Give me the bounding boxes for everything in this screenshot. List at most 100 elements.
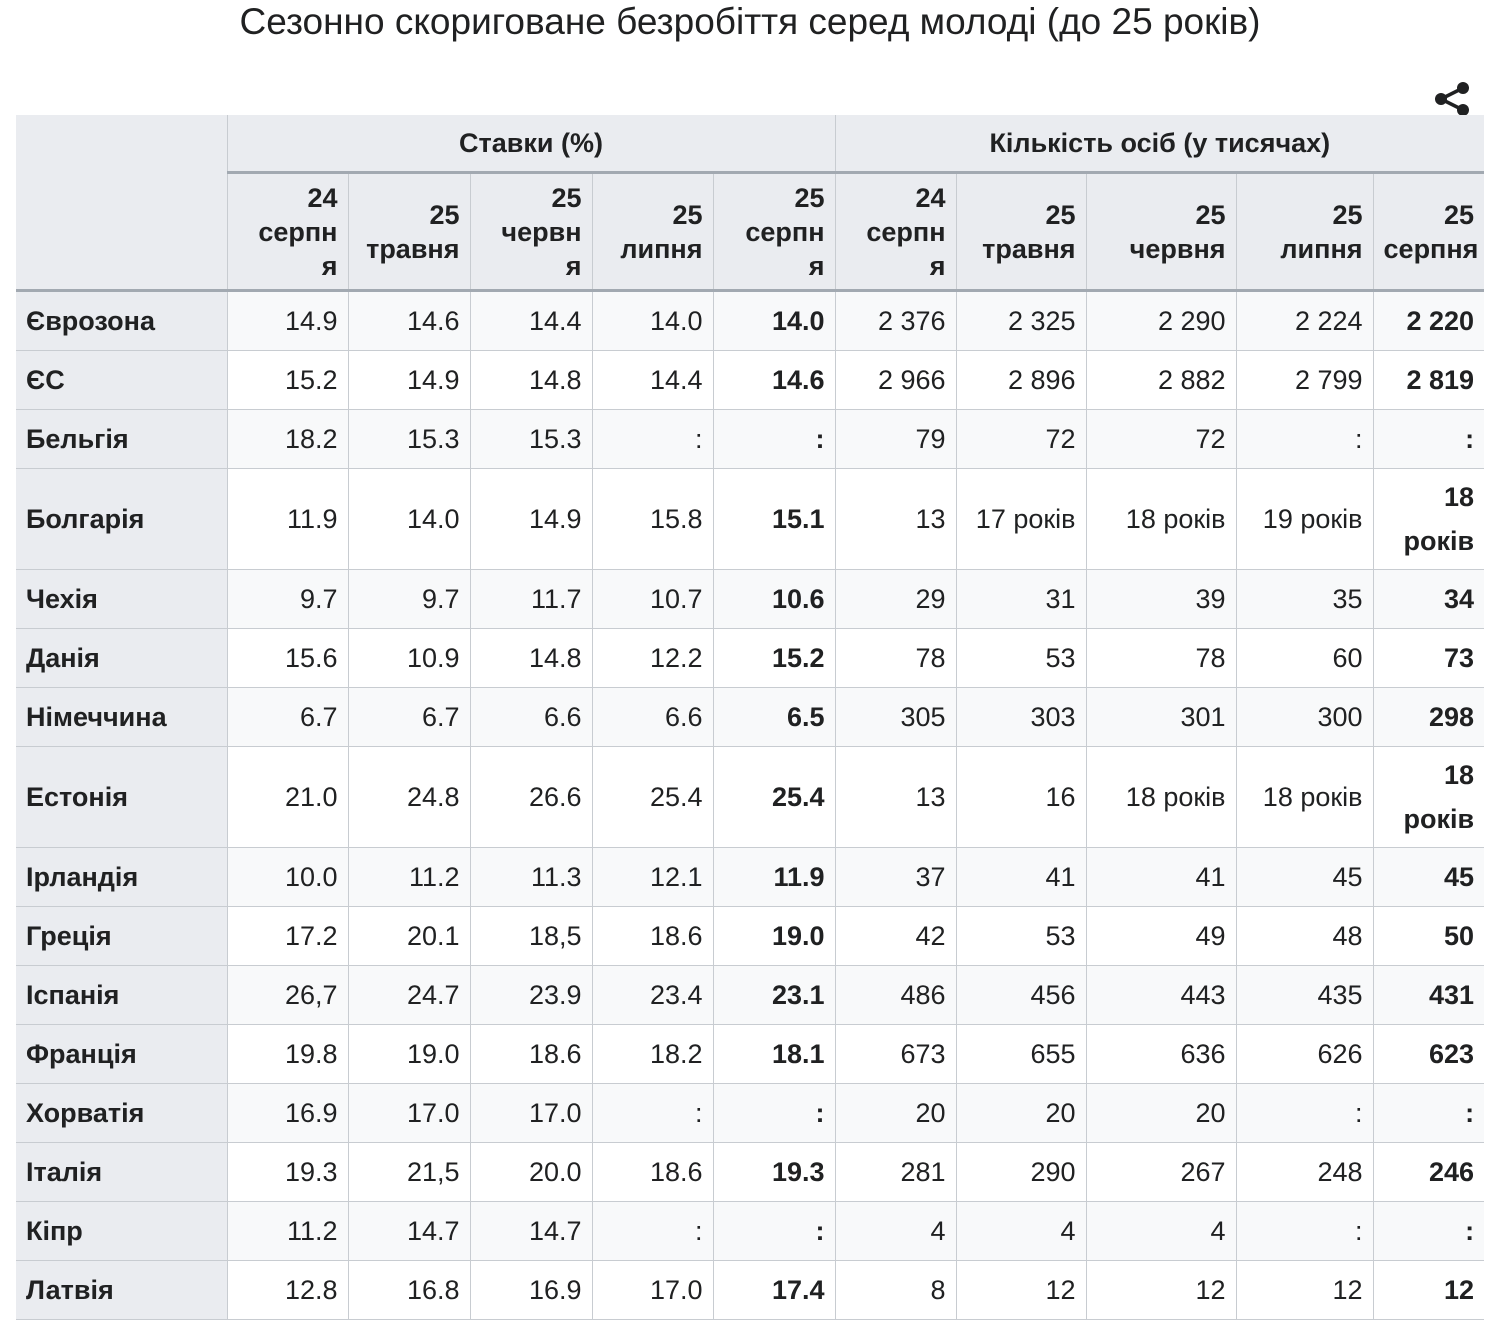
persons-cell: 673 [834,1024,957,1084]
persons-cell: 18 років [1235,746,1374,848]
rate-cell: 15.8 [591,468,713,570]
rate-cell: 18.6 [591,1142,713,1202]
rate-cell: 11.7 [469,569,592,629]
rate-cell: 20.0 [469,1142,592,1202]
rate-cell: 6.5 [712,687,836,747]
persons-cell: 34 [1372,569,1485,629]
rate-cell: 18.2 [226,409,348,469]
persons-cell: 486 [834,965,957,1025]
rate-cell: 14.7 [469,1201,592,1261]
rate-cell: : [591,409,713,469]
rate-cell: 19.0 [347,1024,470,1084]
page-title: Сезонно скориговане безробіття серед мол… [239,1,1261,42]
persons-cell: : [1235,1201,1374,1261]
persons-cell: 303 [955,687,1087,747]
persons-cell: 4 [1085,1201,1237,1261]
group-header-rates: Ставки (%) [226,115,836,174]
persons-cell: 20 [834,1083,957,1143]
persons-cell: 2 896 [955,350,1087,410]
persons-cell: 16 [955,746,1087,848]
persons-cell: 2 224 [1235,290,1374,351]
persons-cell: 48 [1235,906,1374,966]
table-row: Єврозона 14.9 14.6 14.4 14.0 14.0 2 376 2 325 2 … [16,290,1485,351]
rate-cell: 19.3 [226,1142,348,1202]
rate-cell: 14.0 [347,468,470,570]
rate-cell: 17.0 [347,1083,470,1143]
persons-cell: 78 [834,628,957,688]
persons-cell: 623 [1372,1024,1485,1084]
country-name: Іспанія [16,965,227,1025]
table-row: Франція 19.8 19.0 18.6 18.2 18.1 673 655 636 626 6… [16,1024,1485,1084]
rate-cell: 6.7 [226,687,348,747]
rate-cell: 9.7 [347,569,470,629]
rate-cell: 25.4 [591,746,713,848]
persons-cell: 79 [834,409,957,469]
persons-cell: 53 [955,628,1087,688]
persons-cell: 2 966 [834,350,957,410]
persons-cell: 31 [955,569,1087,629]
persons-cell: 636 [1085,1024,1237,1084]
persons-cell: 2 376 [834,290,957,351]
rate-cell: 24.8 [347,746,470,848]
persons-cell: 300 [1235,687,1374,747]
column-header: 25 липня [1235,172,1374,292]
table-row: Чехія 9.7 9.7 11.7 10.7 10.6 29 31 39 35 34 [16,569,1485,629]
persons-cell: 246 [1372,1142,1485,1202]
persons-cell: 655 [955,1024,1087,1084]
persons-cell: 4 [834,1201,957,1261]
country-name: Єврозона [16,290,227,351]
persons-cell: 2 882 [1085,350,1237,410]
persons-cell: 13 [834,746,957,848]
rate-cell: 23.4 [591,965,713,1025]
rate-cell: : [591,1201,713,1261]
persons-cell: 78 [1085,628,1237,688]
rate-cell: : [712,1083,836,1143]
rate-cell: 24.7 [347,965,470,1025]
rate-cell: 26,7 [226,965,348,1025]
rate-cell: 11.3 [469,847,592,907]
country-name: Італія [16,1142,227,1202]
persons-cell: 39 [1085,569,1237,629]
persons-cell: 456 [955,965,1087,1025]
rate-cell: 15.2 [712,628,836,688]
table-row: ЄС 15.2 14.9 14.8 14.4 14.6 2 966 2 896 2 882 2 7… [16,350,1485,410]
persons-cell: 35 [1235,569,1374,629]
persons-cell: : [1372,1201,1485,1261]
rate-cell: 15.1 [712,468,836,570]
table-row: Німеччина 6.7 6.7 6.6 6.6 6.5 305 303 301 300 298 [16,687,1485,747]
rate-cell: 17.0 [469,1083,592,1143]
persons-cell: 267 [1085,1142,1237,1202]
rate-cell: 10.9 [347,628,470,688]
persons-cell: : [1235,1083,1374,1143]
rate-cell: 18.1 [712,1024,836,1084]
country-name: Греція [16,906,227,966]
rate-cell: 17.4 [712,1260,836,1320]
unemployment-table: Ставки (%) Кількість осіб (у тисячах) 24… [16,115,1485,1320]
column-header: 24 серпн я [834,172,957,292]
rate-cell: 16.9 [469,1260,592,1320]
persons-cell: 19 років [1235,468,1374,570]
persons-cell: 13 [834,468,957,570]
persons-cell: 17 років [955,468,1087,570]
column-header: 24 серпн я [226,172,348,292]
table-row: Болгарія 11.9 14.0 14.9 15.8 15.1 13 17 років 18… [16,468,1485,570]
rate-cell: 12.1 [591,847,713,907]
column-header: 25 серпн я [712,172,836,292]
rate-cell: 14.9 [347,350,470,410]
column-header: 25 червня [1085,172,1237,292]
country-name: Чехія [16,569,227,629]
rate-cell: 19.0 [712,906,836,966]
persons-cell: 42 [834,906,957,966]
rate-cell: 14.6 [712,350,836,410]
persons-cell: 12 [1372,1260,1485,1320]
persons-cell: 45 [1235,847,1374,907]
table-row: Бельгія 18.2 15.3 15.3::79 72 72:: [16,409,1485,469]
rate-cell: 6.7 [347,687,470,747]
table-row: Кіпр 11.2 14.7 14.7::4 4 4:: [16,1201,1485,1261]
share-icon[interactable] [1433,82,1473,116]
persons-cell: 45 [1372,847,1485,907]
persons-cell: 73 [1372,628,1485,688]
persons-cell: 12 [1235,1260,1374,1320]
persons-cell: 305 [834,687,957,747]
rate-cell: 6.6 [591,687,713,747]
